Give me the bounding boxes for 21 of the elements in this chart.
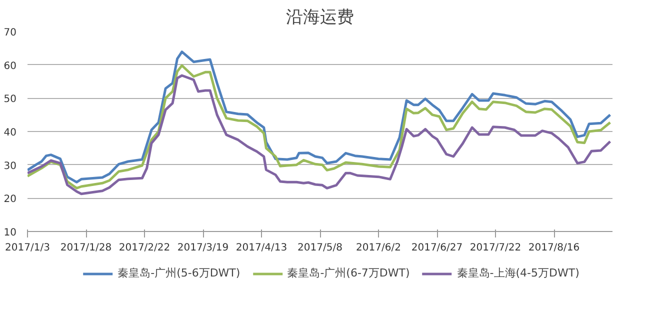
x-tick-label: 2017/1/3: [5, 242, 50, 254]
x-tick-label: 2017/2/22: [118, 242, 170, 254]
x-tick-label: 2017/1/28: [60, 242, 112, 254]
chart-title: 沿海运费: [286, 8, 354, 26]
y-tick-label: 50: [4, 94, 17, 106]
y-tick-label: 60: [4, 60, 17, 72]
x-tick-label: 2017/3/19: [177, 242, 229, 254]
y-tick-label: 30: [4, 160, 17, 172]
y-tick-label: 40: [4, 128, 17, 138]
y-tick-label: 70: [4, 28, 17, 38]
x-tick-label: 2017/4/13: [236, 242, 288, 254]
legend-label: 秦皇岛-广州(5-6万DWT): [118, 266, 240, 280]
x-tick-label: 2017/8/16: [528, 242, 580, 254]
legend-label: 秦皇岛-广州(6-7万DWT): [287, 266, 410, 280]
x-tick-label: 2017/6/2: [356, 242, 401, 254]
x-tick-label: 2017/6/27: [411, 242, 463, 254]
y-tick-label: 10: [4, 228, 17, 238]
y-tick-label: 20: [4, 194, 17, 206]
legend-label: 秦皇岛-上海(4-5万DWT): [456, 266, 580, 280]
x-tick-label: 2017/7/22: [470, 242, 522, 254]
x-tick-label: 2017/5/8: [298, 242, 342, 254]
